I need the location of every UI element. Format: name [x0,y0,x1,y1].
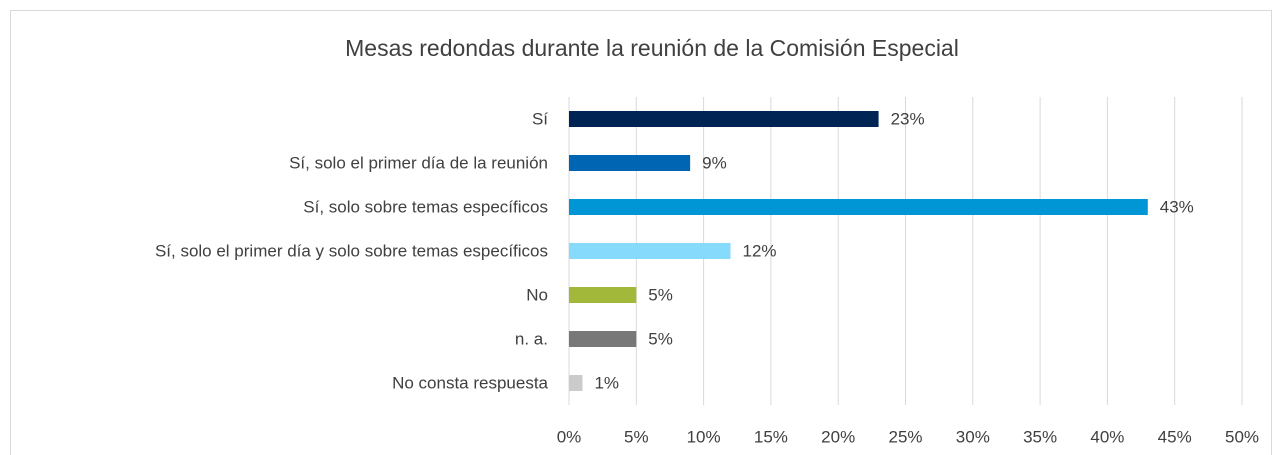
chart-title: Mesas redondas durante la reunión de la … [345,35,959,61]
chart-border [10,10,1272,455]
y-tick-label: Sí, solo el primer día de la reunión [289,153,548,172]
x-tick-label: 15% [754,427,788,446]
value-label: 23% [891,109,925,128]
value-label: 9% [702,153,727,172]
value-label: 5% [648,329,673,348]
bar [569,243,731,259]
bar [569,287,637,303]
bar [569,331,637,347]
value-label: 12% [743,241,777,260]
x-tick-label: 45% [1158,427,1192,446]
value-label: 1% [594,373,619,392]
bar [569,155,691,171]
y-tick-label: n. a. [515,329,548,348]
x-tick-label: 50% [1225,427,1259,446]
x-tick-label: 40% [1090,427,1124,446]
bar [569,111,879,127]
y-tick-label: No [526,285,548,304]
x-tick-label: 35% [1023,427,1057,446]
x-tick-label: 5% [624,427,649,446]
x-tick-label: 25% [888,427,922,446]
x-tick-label: 10% [687,427,721,446]
y-tick-label: Sí, solo sobre temas específicos [303,197,548,216]
value-label: 5% [648,285,673,304]
y-tick-label: Sí, solo el primer día y solo sobre tema… [155,241,548,260]
x-tick-label: 20% [821,427,855,446]
bar [569,375,583,391]
x-tick-label: 30% [956,427,990,446]
x-tick-label: 0% [557,427,582,446]
bar [569,199,1148,215]
y-tick-label: No consta respuesta [392,373,548,392]
value-label: 43% [1160,197,1194,216]
y-tick-label: Sí [532,109,548,128]
